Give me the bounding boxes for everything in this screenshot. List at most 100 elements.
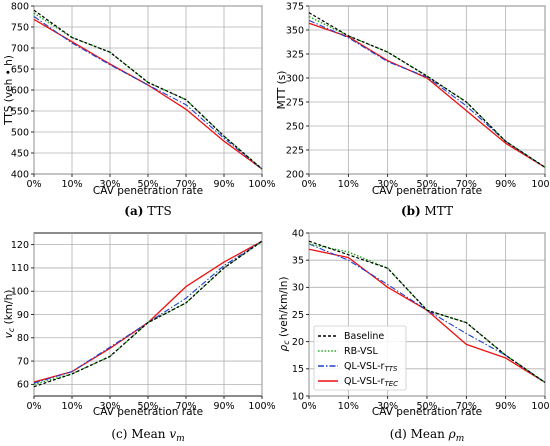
- x-tick-label: 10%: [338, 401, 359, 412]
- grid: [33, 5, 263, 175]
- y-axis-label: MTT (s): [276, 71, 288, 110]
- y-tick-label: 15: [292, 364, 304, 375]
- x-tick-label: 70%: [456, 179, 477, 190]
- x-tick-label: 100%: [248, 401, 275, 412]
- y-tick-label: 250: [286, 121, 304, 132]
- x-tick-label: 10%: [61, 179, 82, 190]
- y-tick-label: 30: [292, 283, 304, 294]
- y-tick-label: 110: [11, 263, 29, 274]
- series-line: [33, 9, 263, 170]
- legend-entry-ql-vsl-rtts: QL-VSL-rTTS: [318, 361, 398, 373]
- x-tick-label: 70%: [456, 401, 477, 412]
- x-tick-label: 50%: [416, 401, 437, 412]
- y-tick-label: 600: [11, 85, 29, 96]
- y-tick-label: 500: [11, 127, 29, 138]
- legend-label: QL-VSL-rTEC: [344, 376, 398, 388]
- series-layer: [308, 240, 546, 384]
- y-tick-label: 20: [292, 337, 304, 348]
- y-tick-label: 25: [292, 310, 304, 321]
- x-tick-label: 30%: [377, 401, 398, 412]
- x-tick-label: 100%: [531, 401, 550, 412]
- y-tick-label: 70: [17, 356, 29, 367]
- panel-mean-rhom: 0% 10% 30% 50% 70% 90% 100% 10 15 20 25 30 35 40 CAV …: [278, 228, 550, 444]
- y-tick-label: 350: [286, 25, 304, 36]
- x-axis-label: CAV penetration rate: [372, 185, 482, 197]
- y-tick-label: 200: [286, 169, 304, 180]
- y-tick-label: 750: [11, 22, 29, 33]
- y-tick-label: 225: [286, 145, 304, 156]
- y-tick-label: 700: [11, 43, 29, 54]
- x-tick-label: 0%: [26, 179, 41, 190]
- x-tick-label: 10%: [338, 179, 359, 190]
- x-tick-label: 70%: [175, 401, 196, 412]
- x-tick-label: 90%: [495, 401, 516, 412]
- x-tick-label: 30%: [99, 401, 120, 412]
- series-line: [308, 240, 546, 383]
- tick-layer: 0% 10% 30% 50% 70% 90% 100% 400 450 500 550 600 650 7…: [11, 1, 276, 190]
- x-axis-label: CAV penetration rate: [93, 406, 203, 418]
- y-tick-label: 10: [292, 391, 304, 402]
- x-tick-label: 50%: [416, 179, 437, 190]
- y-tick-label: 90: [17, 310, 29, 321]
- y-tick-label: 100: [11, 287, 29, 298]
- panel-tts: 0% 10% 30% 50% 70% 90% 100% 400 450 500 550 600 650 7…: [3, 1, 276, 218]
- y-tick-label: 650: [11, 64, 29, 75]
- panel-caption: (c) Mean vm: [111, 427, 184, 444]
- legend-label: RB-VSL: [344, 346, 379, 357]
- y-tick-label: 450: [11, 148, 29, 159]
- y-tick-label: 40: [292, 228, 304, 239]
- y-tick-label: 800: [11, 1, 29, 12]
- panel-mean-vm: 0% 10% 30% 50% 70% 90% 100% 60 70 80 90 100 110 120 C…: [3, 232, 276, 444]
- series-line: [33, 16, 263, 170]
- x-axis-label: CAV penetration rate: [93, 185, 203, 197]
- x-tick-label: 30%: [99, 179, 120, 190]
- y-tick-label: 35: [292, 255, 304, 266]
- series-line: [33, 18, 263, 170]
- legend-label: QL-VSL-rTTS: [344, 361, 398, 373]
- x-tick-label: 10%: [61, 401, 82, 412]
- x-tick-label: 0%: [26, 401, 41, 412]
- tick-layer: 0% 10% 30% 50% 70% 90% 100% 60 70 80 90 100 110 120: [11, 240, 276, 412]
- y-tick-label: 325: [286, 49, 304, 60]
- x-tick-label: 50%: [137, 401, 158, 412]
- y-tick-label: 400: [11, 169, 29, 180]
- tick-layer: 0% 10% 30% 50% 70% 90% 100% 200 225 250 275 300 325 3…: [286, 1, 550, 190]
- y-tick-label: 550: [11, 106, 29, 117]
- series-line: [308, 12, 546, 168]
- series-layer: [308, 12, 546, 168]
- x-tick-label: 30%: [377, 179, 398, 190]
- grid: [308, 5, 546, 175]
- series-layer: [33, 240, 263, 388]
- y-tick-label: 60: [17, 380, 29, 391]
- legend-label: Baseline: [344, 331, 384, 342]
- y-axis-label: ρc (veh/km/ln): [278, 277, 291, 352]
- y-axis-label: vc (km/h): [3, 290, 16, 339]
- legend-box: [313, 325, 407, 391]
- x-tick-label: 50%: [137, 179, 158, 190]
- tick-layer: 0% 10% 30% 50% 70% 90% 100% 10 15 20 25 30 35 40: [292, 228, 550, 412]
- panel-caption: (a) TTS: [124, 204, 171, 218]
- y-tick-label: 275: [286, 97, 304, 108]
- x-tick-label: 70%: [175, 179, 196, 190]
- x-tick-label: 90%: [213, 401, 234, 412]
- x-tick-label: 100%: [531, 179, 550, 190]
- legend-entry-rb-vsl: RB-VSL: [318, 346, 379, 357]
- legend-entry-ql-vsl-rtec: QL-VSL-rTEC: [318, 376, 398, 388]
- x-tick-label: 90%: [213, 179, 234, 190]
- series-line: [308, 22, 546, 168]
- panel-caption: (d) Mean ρm: [390, 427, 465, 444]
- panel-caption: (b) MTT: [401, 204, 453, 218]
- legend: Baseline RB-VSL QL-VSL-rTTS QL-VSL-rTEC: [313, 325, 407, 391]
- x-tick-label: 0%: [301, 401, 316, 412]
- series-line: [308, 243, 546, 384]
- series-layer: [33, 9, 263, 170]
- y-tick-label: 80: [17, 333, 29, 344]
- legend-entry-baseline: Baseline: [318, 331, 384, 342]
- y-tick-label: 300: [286, 73, 304, 84]
- series-line: [33, 240, 263, 388]
- x-axis-label: CAV penetration rate: [372, 406, 482, 418]
- y-tick-label: 120: [11, 240, 29, 251]
- grid: [33, 233, 263, 396]
- y-axis-label: TTS (veh • h): [3, 55, 15, 126]
